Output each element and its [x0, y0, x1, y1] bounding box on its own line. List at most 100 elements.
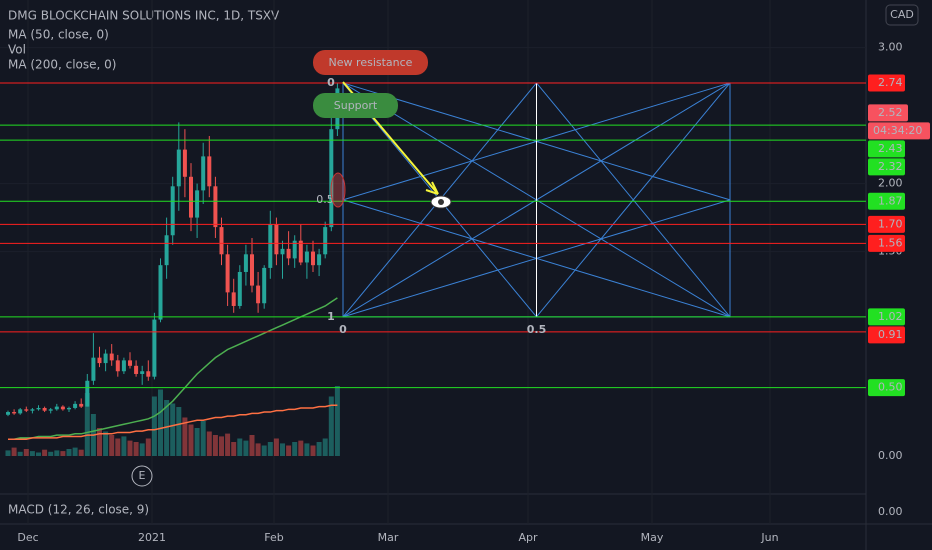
currency-box[interactable] [885, 4, 919, 26]
candle-body [18, 409, 23, 414]
gann-price-label: 0.5 [316, 193, 334, 206]
ma-line [8, 297, 338, 440]
volume-bar [36, 452, 41, 456]
volume-bar [243, 440, 249, 456]
volume-bar [17, 451, 23, 456]
candle-body [36, 407, 41, 410]
volume-bar [176, 407, 182, 456]
price-label: 1.56 [878, 236, 903, 249]
y-tick-label: 3.00 [878, 41, 903, 54]
volume-bar [200, 421, 206, 456]
price-label: 1.70 [878, 217, 903, 230]
volume-bar [328, 396, 334, 456]
candle-body [146, 371, 151, 377]
volume-bar [145, 438, 151, 456]
price-label: 2.52 [878, 106, 903, 119]
candle-body [85, 380, 90, 407]
macd-legend: MACD (12, 26, close, 9) [8, 503, 149, 517]
price-label-bg [868, 326, 905, 344]
volume-bar [170, 403, 176, 456]
eye-pupil [438, 199, 444, 205]
gann-price-label: 0 [327, 76, 335, 89]
candle-body [134, 365, 139, 374]
volume-bar [334, 386, 340, 456]
candle-body [304, 251, 309, 263]
price-label: 0.50 [878, 381, 903, 394]
candle-body [274, 224, 279, 255]
volume-bar [206, 431, 212, 456]
event-marker [131, 465, 153, 487]
volume-bar [231, 442, 237, 456]
volume-bar [322, 438, 328, 456]
candle-body [97, 357, 102, 364]
x-tick-label: Dec [17, 531, 38, 544]
x-tick-label: 2021 [138, 531, 166, 544]
candle-body [103, 353, 108, 364]
annotation-bg [313, 93, 398, 118]
volume-bar [54, 450, 60, 456]
candle-body [317, 254, 322, 266]
volume-bar [72, 447, 78, 456]
indicator-legend: Vol [8, 43, 26, 57]
candle-body [268, 224, 273, 268]
candle-body [73, 403, 78, 408]
candle-body [164, 235, 169, 266]
volume-bar [151, 396, 157, 456]
price-label: 1.02 [878, 310, 903, 323]
candle-body [207, 156, 212, 187]
volume-bar [97, 428, 102, 456]
price-label-bg [868, 308, 905, 326]
currency[interactable]: CAD [890, 8, 914, 21]
volume-bar [273, 438, 279, 456]
x-tick-label: Jun [760, 531, 778, 544]
candle-body [286, 248, 291, 259]
event-marker-label: E [139, 469, 146, 482]
candle-body [60, 406, 65, 410]
volume-bar [60, 451, 66, 456]
price-label: 1.87 [878, 194, 903, 207]
price-label: 0.91 [878, 328, 903, 341]
volume-bar [139, 443, 145, 456]
candle-body [170, 186, 175, 236]
candle-body [225, 254, 230, 293]
candle-body [48, 409, 53, 411]
candle-body [12, 412, 17, 414]
volume-bar [158, 389, 163, 456]
volume-bar [103, 431, 109, 456]
gann-time-label: 0 [339, 323, 347, 336]
alert-marker [330, 172, 346, 208]
candle-body [292, 240, 297, 259]
macd-tick-label: 0.00 [878, 505, 903, 518]
volume-bar [29, 451, 35, 456]
volume-bar [84, 393, 90, 456]
volume-bar [182, 417, 188, 456]
gann-price-label: 1 [327, 310, 335, 323]
volume-bar [316, 442, 322, 456]
candle-body [195, 190, 200, 218]
candle-body [189, 176, 193, 218]
candle-body [176, 149, 181, 187]
candle-body [79, 403, 84, 407]
candle-body [42, 407, 47, 411]
candle-body [140, 371, 145, 374]
volume-bar [5, 450, 11, 456]
volume-bar [292, 442, 298, 456]
volume-bar [298, 440, 304, 456]
candle-body [280, 248, 285, 255]
volume-bar [133, 442, 139, 456]
candle-body [128, 360, 132, 366]
candle-body [152, 319, 157, 377]
volume-bar [267, 442, 273, 456]
volume-bar [42, 449, 48, 456]
volume-bar [23, 449, 29, 456]
candle-body [219, 227, 224, 255]
countdown-bg [868, 122, 930, 140]
indicator-legend: MA (200, close, 0) [8, 58, 116, 72]
price-label-bg [868, 215, 905, 233]
x-tick-label: Feb [264, 531, 283, 544]
indicator-legend: MA (50, close, 0) [8, 28, 109, 42]
candle-body [262, 267, 267, 304]
x-tick-label: May [641, 531, 664, 544]
candle-body [182, 149, 187, 177]
